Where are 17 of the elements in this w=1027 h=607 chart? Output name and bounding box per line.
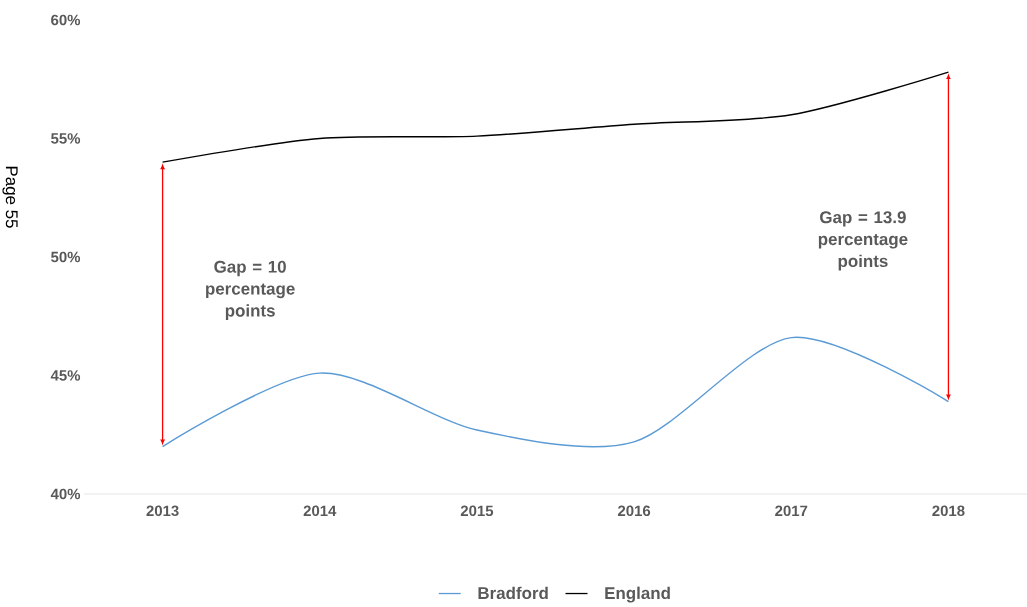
legend-label: England [605, 586, 670, 603]
x-tick-label: 2014 [303, 505, 337, 517]
text: Page 55 [2, 166, 18, 228]
line-series [161, 336, 950, 448]
annotation: Gap = 10 percentage points [206, 260, 295, 320]
x-tick-label: 2015 [460, 505, 494, 517]
y-tick-label: 50% [51, 251, 81, 263]
y-tick-label: 40% [50, 488, 81, 500]
x-tick-label: 2018 [932, 505, 965, 517]
annotation: Gap = 13.9 percentage points [818, 211, 908, 271]
legend-label: Bradford [478, 586, 548, 600]
y-tick-label: 60% [51, 14, 81, 26]
y-tick-label: 45% [50, 370, 81, 381]
y-tick-label: 55% [51, 133, 81, 144]
x-tick-label: 2016 [617, 505, 651, 517]
x-tick-label: 2013 [146, 505, 179, 517]
x-tick-label: 2017 [775, 505, 808, 517]
